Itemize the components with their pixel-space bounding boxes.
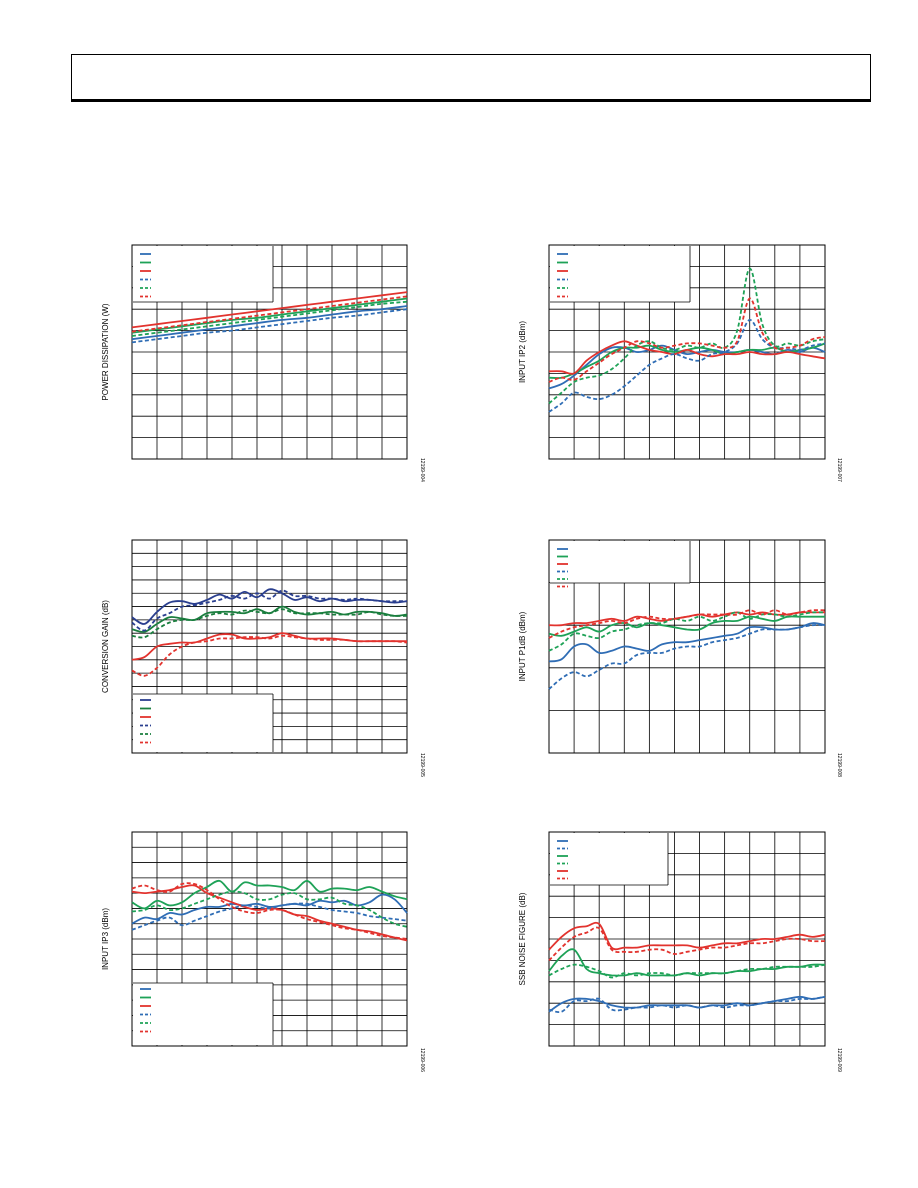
series-line-3 — [131, 884, 408, 942]
y-axis-label: SSB NOISE FIGURE (dB) — [518, 892, 527, 985]
series-line-1 — [548, 995, 826, 1013]
plot-area — [131, 831, 408, 1047]
series-line-1 — [548, 344, 826, 390]
legend-box — [133, 694, 273, 752]
plot-frame — [131, 831, 408, 1047]
plot-frame — [131, 244, 408, 460]
figure-id: 12199-009 — [836, 1048, 842, 1072]
y-axis-label: INPUT IP2 (dBm) — [518, 321, 527, 383]
plot-area — [548, 539, 826, 754]
figure-id: 12199-008 — [836, 753, 842, 777]
series-line-4 — [548, 319, 826, 413]
plot-frame — [548, 831, 826, 1047]
plot-area — [131, 539, 408, 754]
series-line-6 — [131, 634, 408, 677]
series-line-6 — [548, 609, 826, 639]
plot-frame — [548, 244, 826, 460]
y-axis-label: INPUT P1dB (dBm) — [518, 611, 527, 681]
series-line-6 — [131, 295, 408, 333]
figure-id: 12199-005 — [419, 753, 425, 777]
figure-id: 12199-007 — [836, 458, 842, 482]
series-line-5 — [548, 921, 826, 951]
series-line-5 — [548, 611, 826, 652]
series-line-5 — [131, 890, 408, 928]
series-line-1 — [131, 305, 408, 341]
legend-box — [550, 833, 668, 885]
figure-id: 12199-006 — [419, 1048, 425, 1072]
legend-box — [133, 983, 273, 1045]
plot-area — [548, 244, 826, 460]
series-line-2 — [548, 995, 826, 1014]
series-line-2 — [131, 297, 408, 334]
series-line-2 — [548, 615, 825, 637]
plot-frame — [131, 539, 408, 754]
legend-box — [550, 246, 690, 302]
series-line-5 — [548, 267, 826, 405]
series-line-2 — [131, 605, 408, 633]
plot-area — [548, 831, 826, 1047]
series-line-5 — [131, 300, 408, 337]
series-line-1 — [131, 588, 408, 625]
series-line-3 — [548, 340, 826, 375]
series-line-3 — [548, 611, 825, 627]
series-line-2 — [131, 879, 408, 910]
y-axis-label: INPUT IP3 (dBm) — [101, 908, 110, 970]
series-line-3 — [131, 291, 408, 329]
y-axis-label: CONVERSION GAIN (dB) — [101, 600, 110, 693]
series-line-4 — [131, 589, 407, 632]
plot-area — [131, 244, 408, 460]
series-line-4 — [548, 624, 826, 690]
series-line-3 — [131, 632, 407, 661]
series-line-4 — [131, 902, 408, 931]
series-line-4 — [131, 308, 408, 344]
page-header-box — [71, 54, 871, 102]
legend-box — [133, 246, 273, 302]
series-line-6 — [131, 882, 408, 940]
series-line-2 — [548, 342, 826, 379]
figure-id: 12199-004 — [419, 458, 425, 482]
series-line-6 — [548, 926, 826, 962]
series-line-1 — [548, 622, 826, 663]
series-line-6 — [548, 297, 826, 383]
y-axis-label: POWER DISSIPATION (W) — [101, 303, 110, 400]
series-line-1 — [131, 893, 408, 925]
legend-box — [550, 541, 690, 583]
series-line-4 — [548, 963, 826, 979]
series-line-3 — [548, 948, 826, 977]
plot-frame — [548, 539, 826, 754]
series-line-5 — [131, 608, 408, 639]
